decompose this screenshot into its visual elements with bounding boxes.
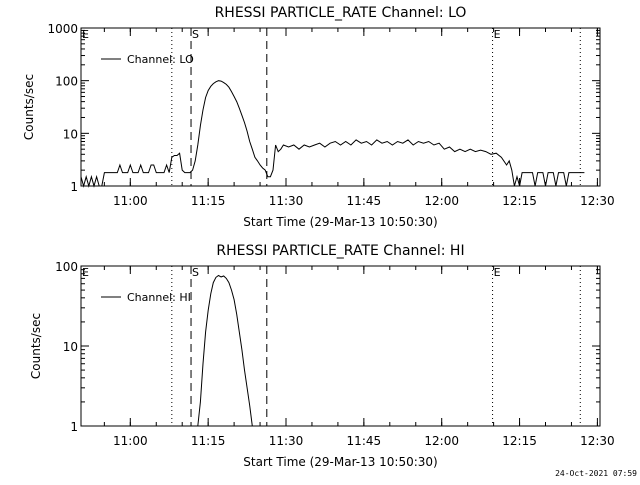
chart-title: RHESSI PARTICLE_RATE Channel: LO <box>215 5 467 21</box>
x-tick-label: 12:30 <box>580 194 615 208</box>
edge-marker-label: E <box>82 28 89 41</box>
edge-marker-label: E <box>82 266 89 279</box>
y-tick-label: 10 <box>63 340 78 354</box>
x-tick-label: 12:00 <box>424 434 459 448</box>
x-axis-label: Start Time (29-Mar-13 10:50:30) <box>243 215 437 229</box>
x-tick-label: 11:00 <box>113 194 148 208</box>
x-tick-label: 12:15 <box>502 194 537 208</box>
time-marker-label: E <box>494 28 501 41</box>
panel-lo: RHESSI PARTICLE_RATE Channel: LO 11:00 11:… <box>22 5 615 229</box>
series-line <box>80 80 585 188</box>
time-marker-label: S <box>192 266 199 279</box>
x-tick-label: 11:30 <box>269 434 304 448</box>
x-tick-label: 11:00 <box>113 434 148 448</box>
y-tick-label: 100 <box>55 260 78 274</box>
y-tick-label: 1000 <box>47 22 78 36</box>
time-marker-label: S <box>192 28 199 41</box>
y-tick-label: 10 <box>63 127 78 141</box>
x-axis-label: Start Time (29-Mar-13 10:50:30) <box>243 455 437 469</box>
y-axis-label: Counts/sec <box>29 313 43 379</box>
x-tick-label: 11:15 <box>191 194 226 208</box>
x-tick-label: 11:15 <box>191 434 226 448</box>
time-marker-label: E <box>494 266 501 279</box>
chart-title: RHESSI PARTICLE_RATE Channel: HI <box>216 243 464 259</box>
y-tick-label: 1 <box>70 180 78 194</box>
legend-label: Channel: HI <box>127 291 191 304</box>
generation-timestamp: 24-Oct-2021 07:59 <box>555 469 637 478</box>
y-axis-label: Counts/sec <box>22 74 36 140</box>
series-line <box>197 274 253 427</box>
panel-hi: RHESSI PARTICLE_RATE Channel: HI 11:00 11:… <box>29 243 615 469</box>
plot-frame <box>80 27 601 187</box>
plot-frame <box>80 265 601 427</box>
x-tick-label: 12:00 <box>424 194 459 208</box>
y-tick-label: 1 <box>70 420 78 434</box>
x-tick-label: 11:45 <box>347 194 382 208</box>
y-tick-label: 100 <box>55 75 78 89</box>
x-tick-label: 12:30 <box>580 434 615 448</box>
x-tick-label: 11:45 <box>347 434 382 448</box>
x-tick-label: 12:15 <box>502 434 537 448</box>
x-tick-label: 11:30 <box>269 194 304 208</box>
legend-label: Channel: LO <box>127 53 194 66</box>
